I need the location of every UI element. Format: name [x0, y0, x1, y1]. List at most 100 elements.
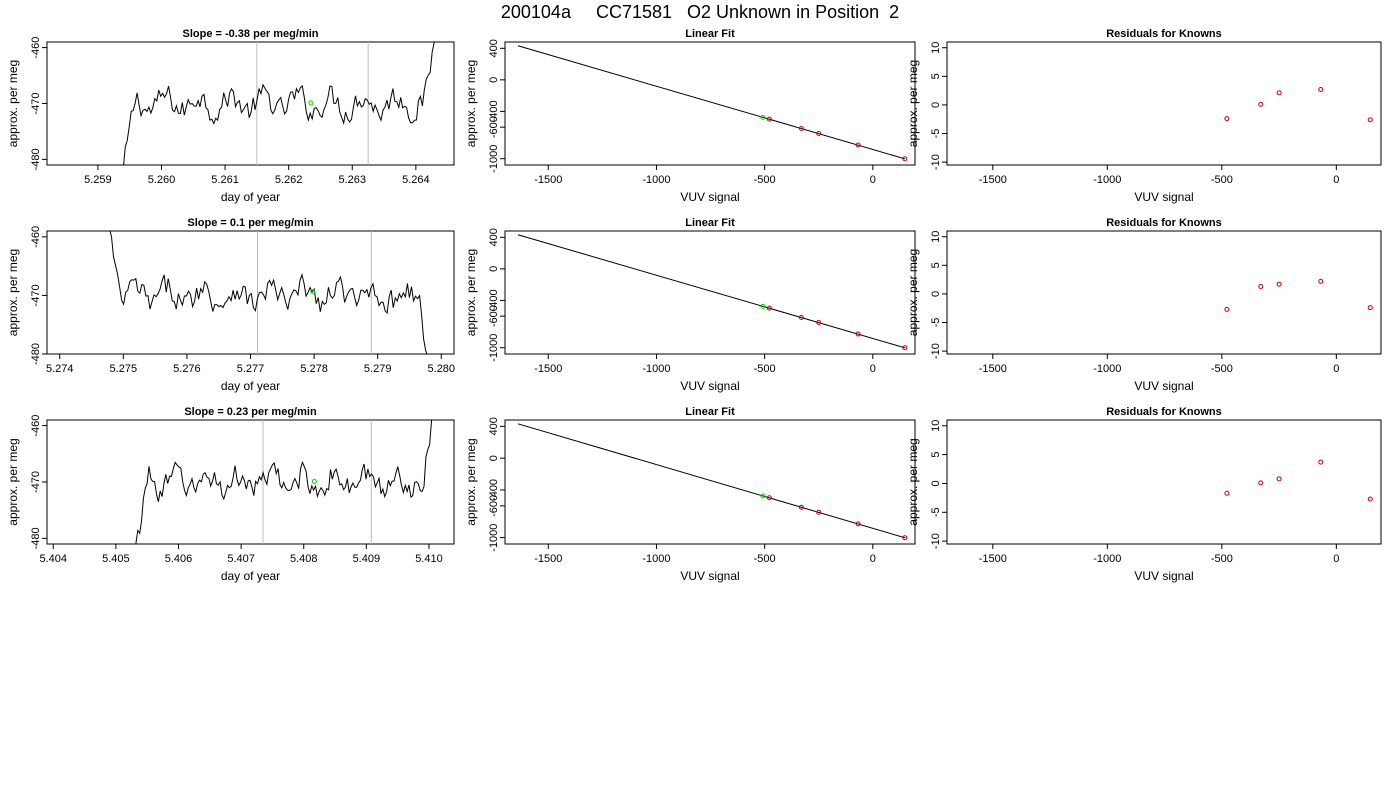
x-tick-label: 0: [870, 553, 876, 565]
fit-line: [517, 45, 906, 160]
y-tick-label: -400: [488, 100, 500, 122]
x-tick-label: -500: [754, 363, 776, 375]
residual-point: [1367, 496, 1373, 502]
x-tick-label: 5.405: [102, 553, 130, 565]
y-tick-label: 5: [930, 73, 942, 79]
chart-title: Residuals for Knowns: [1106, 28, 1222, 40]
plot-area: [517, 423, 908, 541]
x-tick-label: 0: [870, 174, 876, 186]
residual-point: [1367, 117, 1373, 123]
time-series-line: [135, 420, 433, 544]
plot-area: [517, 45, 908, 162]
chart-title: Residuals for Knowns: [1106, 217, 1222, 229]
x-tick-label: 5.275: [110, 363, 138, 375]
unknown-point: [760, 114, 766, 120]
y-tick-label: -5: [930, 507, 942, 517]
y-tick-label: -10: [930, 154, 942, 170]
y-tick-label: 0: [488, 266, 500, 272]
residual-point: [1276, 476, 1282, 482]
y-tick-label: 5: [930, 452, 942, 458]
residual-point: [1258, 480, 1264, 486]
y-axis-label: approx. per meg: [464, 438, 478, 525]
plot-frame: [46, 41, 455, 166]
x-tick-label: 5.279: [364, 363, 392, 375]
plot-frame: [504, 419, 916, 545]
chart-panel: Linear Fit -1500 -1000 -500 0 -1000 -600-400 0 4…: [464, 217, 916, 393]
plot-area: [1224, 86, 1373, 123]
y-axis-label: approx. per meg: [464, 249, 478, 336]
y-tick-label: -1000: [488, 524, 500, 552]
chart-title: Slope = -0.38 per meg/min: [182, 28, 318, 40]
y-axis-label: approx. per meg: [6, 60, 20, 147]
known-point: [816, 509, 822, 515]
chart-panel: Slope = 0.1 per meg/min 5.274 5.275 5.276 5.…: [6, 217, 455, 393]
residual-point: [1224, 306, 1230, 312]
chart-panel: Linear Fit -1500 -1000 -500 0 -1000 -600-400 0 4…: [464, 406, 916, 583]
y-tick-label: 400: [488, 228, 500, 246]
x-tick-label: -500: [1211, 363, 1233, 375]
y-tick-label: -600: [488, 305, 500, 327]
y-tick-label: -480: [30, 527, 42, 549]
x-tick-label: 5.261: [211, 174, 239, 186]
y-tick-label: -600: [488, 116, 500, 138]
x-tick-label: -1500: [534, 174, 562, 186]
x-axis-label: VUV signal: [1134, 379, 1193, 393]
x-tick-label: 0: [1333, 174, 1339, 186]
plot-frame: [946, 230, 1382, 355]
y-tick-label: 5: [930, 262, 942, 268]
chart-title: Slope = 0.1 per meg/min: [187, 217, 314, 229]
known-point: [902, 535, 908, 541]
y-tick-label: 0: [488, 77, 500, 83]
y-tick-label: -600: [488, 495, 500, 517]
x-tick-label: -1000: [1093, 174, 1121, 186]
x-tick-label: -1000: [1093, 363, 1121, 375]
known-point: [766, 305, 772, 311]
y-tick-label: 0: [930, 291, 942, 297]
known-point: [816, 320, 822, 326]
y-tick-label: 10: [930, 231, 942, 243]
y-tick-label: -460: [30, 415, 42, 437]
x-axis-label: day of year: [221, 190, 280, 204]
residual-point: [1367, 305, 1373, 311]
y-tick-label: -470: [30, 92, 42, 114]
chart-panel: Residuals for Knowns -1500 -1000 -500 0 -10 -5…: [906, 406, 1382, 583]
known-point: [902, 156, 908, 162]
y-tick-label: -460: [30, 37, 42, 59]
x-tick-label: 5.278: [300, 363, 328, 375]
x-axis-label: VUV signal: [680, 190, 739, 204]
y-axis-label: approx. per meg: [464, 60, 478, 147]
chart-panel: Residuals for Knowns -1500 -1000 -500 0 -10 -5…: [906, 28, 1382, 204]
y-tick-label: -480: [30, 343, 42, 365]
x-tick-label: -1500: [534, 363, 562, 375]
y-tick-label: 0: [488, 455, 500, 461]
x-tick-label: -1500: [534, 553, 562, 565]
x-tick-label: 5.262: [275, 174, 303, 186]
x-tick-label: -1000: [642, 553, 670, 565]
y-tick-label: -1000: [488, 145, 500, 173]
x-tick-label: -1000: [642, 363, 670, 375]
plot-frame: [946, 419, 1382, 545]
chart-panel: Residuals for Knowns -1500 -1000 -500 0 -10 -5…: [906, 217, 1382, 393]
x-tick-label: 0: [870, 363, 876, 375]
chart-panel: Slope = -0.38 per meg/min 5.259 5.260 5.261…: [6, 28, 455, 204]
plot-frame: [46, 230, 455, 355]
x-tick-label: 5.259: [84, 174, 112, 186]
x-tick-label: 5.406: [165, 553, 193, 565]
chart-title: Slope = 0.23 per meg/min: [184, 406, 317, 418]
chart-title: Residuals for Knowns: [1106, 406, 1222, 418]
x-axis-label: day of year: [221, 379, 280, 393]
y-axis-label: approx. per meg: [906, 60, 920, 147]
y-tick-label: 10: [930, 42, 942, 54]
chart-panel: Slope = 0.23 per meg/min 5.404 5.405 5.406 5…: [6, 406, 455, 583]
y-tick-label: -1000: [488, 334, 500, 362]
x-tick-label: 0: [1333, 553, 1339, 565]
chart-title: Linear Fit: [685, 28, 735, 40]
residual-point: [1258, 283, 1264, 289]
x-tick-label: 5.260: [148, 174, 176, 186]
page-title: 200104a CC71581 O2 Unknown in Position 2: [500, 2, 900, 22]
plot-area: [517, 234, 908, 351]
y-tick-label: 0: [930, 480, 942, 486]
y-axis-label: approx. per meg: [6, 249, 20, 336]
x-axis-label: VUV signal: [1134, 190, 1193, 204]
x-axis-label: VUV signal: [1134, 569, 1193, 583]
